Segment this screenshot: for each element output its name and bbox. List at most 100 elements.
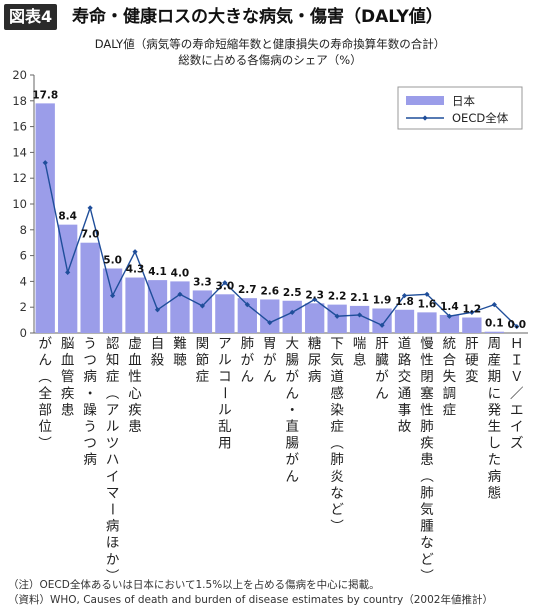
oecd-point bbox=[514, 323, 520, 330]
x-tick-label: ん bbox=[241, 369, 255, 385]
x-tick-label: 下 bbox=[330, 336, 344, 352]
x-tick-label: 疾 bbox=[61, 386, 75, 402]
x-tick-label: 硬 bbox=[465, 353, 479, 369]
x-tick-label: 管 bbox=[61, 369, 75, 385]
x-tick-label: 変 bbox=[465, 368, 479, 385]
bar bbox=[237, 298, 257, 333]
x-tick-label: な bbox=[420, 535, 434, 551]
x-tick-label: ） bbox=[328, 519, 344, 533]
x-tick-label: ん bbox=[285, 386, 299, 402]
oecd-point bbox=[222, 280, 228, 286]
y-tick-label: 8 bbox=[20, 223, 27, 237]
header: 図表4 寿命・健康ロスの大きな病気・傷害（DALY値） bbox=[0, 0, 540, 34]
oecd-point bbox=[289, 309, 295, 315]
bar bbox=[417, 312, 437, 333]
x-tick-label: 生 bbox=[488, 419, 502, 435]
x-tick-label: つ bbox=[83, 436, 97, 452]
bar bbox=[35, 103, 55, 333]
x-tick-label: 息 bbox=[353, 352, 367, 369]
x-tick-label: 糖 bbox=[308, 336, 322, 352]
oecd-point bbox=[424, 291, 430, 297]
oecd-point bbox=[132, 249, 138, 255]
bar bbox=[439, 314, 460, 333]
x-tick-label: ア bbox=[218, 336, 232, 352]
x-tick-label: 病 bbox=[308, 369, 322, 385]
x-tick-label: 失 bbox=[443, 369, 457, 385]
source-text: （資料）WHO, Causes of death and burden of d… bbox=[8, 594, 493, 606]
bar bbox=[372, 308, 392, 333]
data-label: 4.0 bbox=[171, 267, 190, 279]
x-tick-label: 周 bbox=[488, 336, 502, 352]
chart-subtitle: DALY値（病気等の寿命短縮年数と健康損失の寿命換算年数の合計） bbox=[94, 37, 446, 51]
legend-swatch-japan bbox=[406, 96, 444, 105]
x-tick-label: う bbox=[83, 419, 97, 435]
oecd-point bbox=[177, 291, 183, 297]
x-tick-label: が bbox=[241, 353, 255, 369]
x-tick-label: 肺 bbox=[241, 336, 255, 352]
x-tick-label: な bbox=[330, 485, 344, 501]
x-tick-label: 血 bbox=[128, 353, 142, 369]
x-tick-label: 乱 bbox=[218, 419, 232, 435]
x-tick-label: 調 bbox=[443, 386, 457, 402]
x-tick-label: が bbox=[285, 452, 299, 468]
x-tick-label: 尿 bbox=[308, 353, 322, 369]
x-tick-label: 気 bbox=[420, 502, 434, 518]
x-tick-label: 炎 bbox=[330, 469, 344, 485]
x-tick-label: ル bbox=[218, 402, 232, 418]
x-tick-label: ハ bbox=[106, 452, 120, 468]
data-label: 2.1 bbox=[350, 292, 369, 304]
x-tick-label: が bbox=[375, 369, 389, 385]
x-tick-label: 直 bbox=[285, 419, 299, 435]
data-label: 3.0 bbox=[216, 280, 235, 292]
x-tick-label: 病 bbox=[106, 519, 120, 535]
x-tick-label: ー bbox=[216, 386, 232, 400]
bar bbox=[394, 309, 415, 333]
x-tick-label: 用 bbox=[218, 436, 232, 452]
x-tick-label: ん bbox=[263, 369, 277, 385]
x-tick-label: 病 bbox=[83, 452, 97, 468]
y-tick-label: 12 bbox=[12, 171, 27, 185]
bar bbox=[282, 300, 302, 333]
x-tick-label: 肺 bbox=[420, 485, 434, 501]
x-tick-label: 道 bbox=[398, 336, 412, 352]
bar bbox=[260, 299, 280, 333]
x-tick-label: ） bbox=[418, 569, 434, 578]
x-tick-label: 症 bbox=[330, 419, 344, 435]
x-tick-label: 自 bbox=[151, 336, 165, 352]
x-tick-label: 肺 bbox=[330, 452, 344, 468]
x-tick-label: 聴 bbox=[173, 353, 187, 369]
note-text: （注）OECD全体あるいは日本において1.5%以上を占める傷病を中心に掲載。 bbox=[8, 579, 380, 591]
x-tick-label: 故 bbox=[398, 419, 412, 435]
x-tick-label: マ bbox=[106, 485, 120, 501]
data-label: 2.3 bbox=[305, 289, 324, 301]
x-tick-label: ズ bbox=[510, 436, 524, 452]
x-tick-label: 統 bbox=[443, 336, 457, 352]
x-tick-label: 知 bbox=[106, 352, 120, 369]
bar bbox=[484, 331, 504, 333]
x-tick-label: ・ bbox=[83, 386, 97, 402]
x-tick-label: に bbox=[488, 386, 502, 402]
x-tick-label: 殺 bbox=[151, 353, 165, 369]
x-tick-label: 路 bbox=[398, 353, 412, 369]
bar bbox=[170, 281, 190, 333]
x-tick-label: う bbox=[83, 336, 97, 352]
oecd-point bbox=[65, 269, 71, 275]
x-tick-label: が bbox=[38, 336, 52, 352]
x-tick-label: 臓 bbox=[375, 353, 389, 369]
x-tick-label: （ bbox=[328, 436, 344, 450]
bar bbox=[462, 317, 482, 333]
oecd-point bbox=[87, 205, 93, 211]
x-tick-label: た bbox=[488, 452, 502, 468]
x-tick-label: 通 bbox=[398, 386, 412, 402]
x-tick-label: 事 bbox=[398, 402, 412, 418]
x-tick-label: イ bbox=[106, 469, 120, 485]
x-tick-label: 虚 bbox=[128, 336, 142, 352]
x-tick-label: ほ bbox=[106, 535, 120, 551]
oecd-point bbox=[109, 292, 116, 299]
x-tick-label: （ bbox=[418, 469, 434, 483]
oecd-point bbox=[356, 312, 363, 318]
legend-label-japan: 日本 bbox=[452, 94, 475, 108]
x-tick-label: 感 bbox=[330, 385, 344, 402]
x-tick-label: 患 bbox=[128, 419, 142, 435]
